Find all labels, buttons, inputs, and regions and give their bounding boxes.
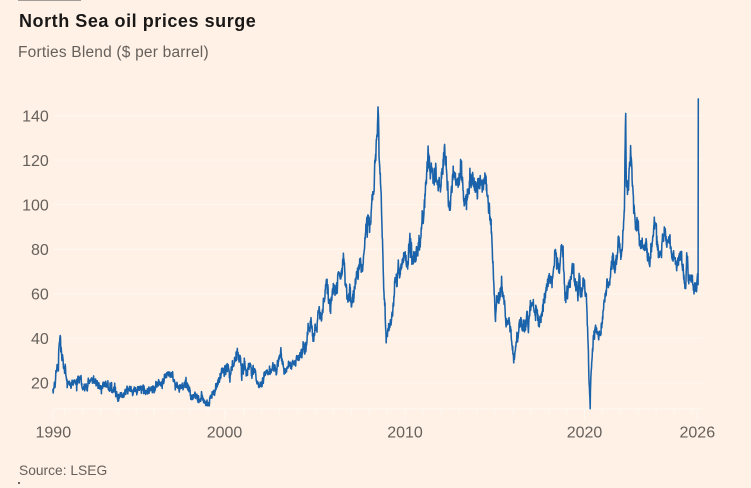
svg-text:1990: 1990 xyxy=(36,425,72,442)
svg-text:2000: 2000 xyxy=(207,425,243,442)
svg-text:100: 100 xyxy=(22,198,49,215)
svg-text:20: 20 xyxy=(31,376,49,393)
svg-text:80: 80 xyxy=(31,242,49,259)
svg-text:2026: 2026 xyxy=(680,425,716,442)
svg-text:120: 120 xyxy=(22,153,49,170)
svg-text:40: 40 xyxy=(31,331,49,348)
svg-text:2010: 2010 xyxy=(387,425,423,442)
svg-text:2020: 2020 xyxy=(567,425,603,442)
svg-text:60: 60 xyxy=(31,287,49,304)
svg-text:140: 140 xyxy=(22,108,49,125)
